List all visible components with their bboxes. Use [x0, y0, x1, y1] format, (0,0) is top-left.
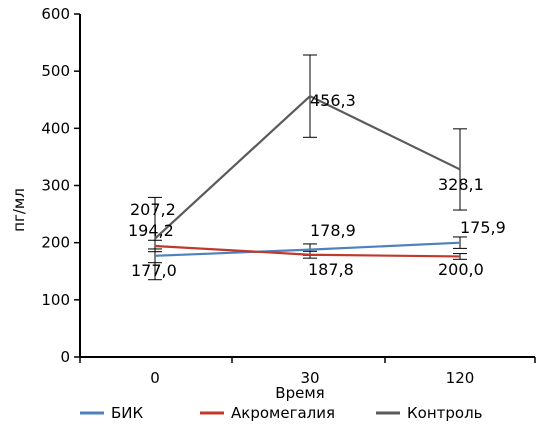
y-tick-label: 400 — [41, 119, 70, 137]
y-tick-label: 0 — [60, 348, 70, 366]
legend-label: Контроль — [407, 404, 483, 422]
data-label: 456,3 — [310, 91, 356, 110]
legend-label: БИК — [111, 404, 144, 422]
legend-label: Акромегалия — [231, 404, 335, 422]
data-label: 175,9 — [460, 218, 506, 237]
data-labels: 177,0 187,8 200,0 194,2 178,9 175,9 207,2 456,3… — [128, 91, 506, 280]
legend: БИК Акромегалия Контроль — [80, 404, 483, 422]
x-tick-label: 120 — [446, 369, 475, 387]
series-line-Акромегалия — [154, 244, 461, 258]
data-label: 178,9 — [310, 221, 356, 240]
x-axis-title: Время — [275, 384, 324, 402]
error-bars — [148, 54, 467, 281]
series-line-Контроль — [154, 94, 461, 240]
x-axis-ticks: 0 30 120 — [79, 357, 536, 387]
y-tick-label: 100 — [41, 291, 70, 309]
series-lines — [154, 94, 461, 258]
y-axis-ticks: 0 100 200 300 400 500 600 — [41, 5, 80, 366]
series-line-БИК — [154, 241, 461, 257]
y-tick-label: 500 — [41, 62, 70, 80]
y-tick-label: 200 — [41, 234, 70, 252]
y-tick-label: 300 — [41, 177, 70, 195]
y-tick-label: 600 — [41, 5, 70, 23]
data-label: 187,8 — [308, 260, 354, 279]
data-label: 194,2 — [128, 221, 174, 240]
x-tick-label: 0 — [150, 369, 160, 387]
data-label: 328,1 — [438, 175, 484, 194]
data-label: 177,0 — [131, 261, 177, 280]
data-label: 200,0 — [438, 260, 484, 279]
x-tick-label: 30 — [300, 369, 319, 387]
y-axis-title: пг/мл — [10, 188, 28, 232]
data-label: 207,2 — [130, 200, 176, 219]
